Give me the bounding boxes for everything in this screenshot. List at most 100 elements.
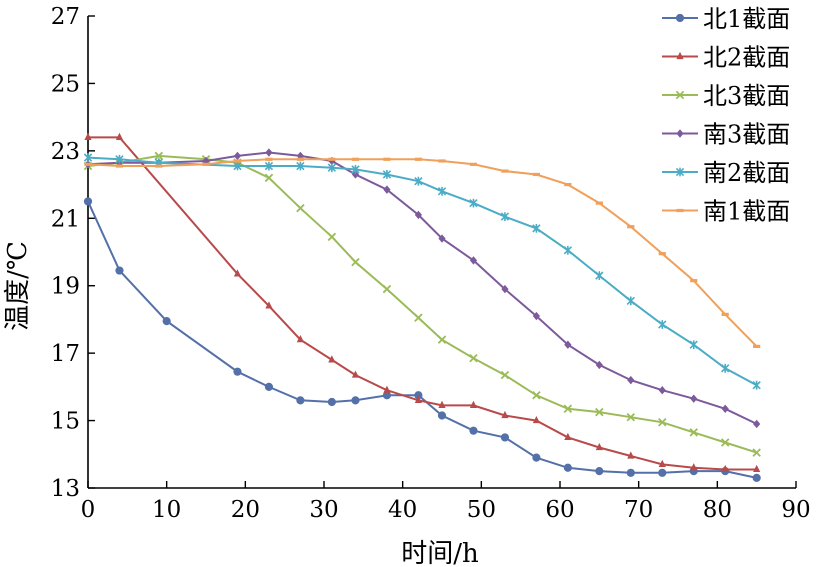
y-tick-label: 23 <box>51 139 80 165</box>
data-point <box>689 428 698 437</box>
data-point <box>627 375 635 385</box>
data-point <box>627 451 635 459</box>
data-point <box>351 396 360 405</box>
series-1 <box>83 197 761 482</box>
data-point <box>84 132 92 140</box>
legend-label: 北1截面 <box>703 5 790 33</box>
data-point <box>233 367 242 376</box>
data-point <box>265 148 273 157</box>
data-point <box>233 161 242 171</box>
data-point <box>501 284 509 294</box>
data-point <box>564 432 572 441</box>
data-point <box>532 224 541 233</box>
data-point <box>753 419 761 429</box>
x-axis-label: 时间/h <box>401 539 479 567</box>
data-point <box>563 463 572 472</box>
y-axis-label: 温度/℃ <box>3 241 33 331</box>
x-tick-label: 70 <box>624 497 653 523</box>
x-tick-label: 0 <box>81 497 96 523</box>
data-point <box>265 301 273 309</box>
data-point <box>564 340 572 349</box>
data-point <box>154 151 164 161</box>
data-point <box>383 185 391 194</box>
legend-swatch-marker <box>676 208 684 213</box>
data-point <box>720 438 730 447</box>
series-line <box>87 158 758 348</box>
data-point <box>437 186 447 196</box>
series-layer <box>83 132 761 482</box>
legend-swatch-marker <box>675 90 685 100</box>
x-tick-label: 10 <box>152 497 181 523</box>
data-point <box>532 311 540 321</box>
data-point <box>233 159 242 163</box>
legend-swatch-marker <box>676 51 684 60</box>
data-point <box>658 418 667 427</box>
data-point <box>327 163 337 173</box>
x-tick-label: 30 <box>309 497 338 523</box>
data-point <box>351 257 360 267</box>
data-point <box>595 442 603 451</box>
y-tick-label: 15 <box>51 409 80 435</box>
data-point <box>437 335 447 344</box>
y-tick-label: 27 <box>51 4 80 30</box>
axes: 0 10 20 30 40 50 60 70 80 90 13 15 17 19 21 23 25 27 <box>51 4 811 523</box>
data-point <box>438 234 446 243</box>
data-point <box>532 415 540 424</box>
data-point <box>233 151 242 161</box>
data-point <box>115 154 124 164</box>
data-point <box>500 212 510 221</box>
data-point <box>469 198 478 208</box>
data-point <box>721 464 729 473</box>
data-point <box>383 157 391 161</box>
data-point <box>438 400 446 408</box>
data-point <box>115 266 124 275</box>
data-point <box>469 400 478 408</box>
data-point <box>752 380 761 390</box>
data-point <box>595 467 604 476</box>
data-point <box>752 473 761 482</box>
legend-label: 北2截面 <box>703 44 790 72</box>
data-point <box>627 225 635 229</box>
data-point <box>351 157 360 161</box>
data-point <box>155 164 163 168</box>
series-3 <box>83 151 761 457</box>
data-point <box>83 197 93 206</box>
data-point <box>296 335 304 343</box>
x-tick-label: 20 <box>231 497 260 523</box>
data-point <box>658 386 666 395</box>
data-point <box>414 313 423 322</box>
data-point <box>532 391 541 400</box>
data-point <box>327 232 337 242</box>
data-point <box>469 353 478 363</box>
series-line <box>87 151 758 425</box>
data-point <box>501 410 509 419</box>
series-4 <box>84 148 761 429</box>
y-tick-label: 21 <box>51 206 80 232</box>
data-point <box>382 284 392 294</box>
legend-label: 南2截面 <box>703 159 790 187</box>
y-tick-label: 17 <box>51 341 80 367</box>
data-point <box>690 394 698 403</box>
legend-item-1: 北1截面 <box>662 5 790 33</box>
y-tick-label: 19 <box>51 274 80 300</box>
series-line <box>87 154 758 454</box>
data-point <box>296 151 304 161</box>
x-tick-label: 90 <box>781 497 810 523</box>
data-point <box>532 453 541 462</box>
x-tick-label: 60 <box>545 497 574 523</box>
legend-item-5: 南2截面 <box>662 159 790 187</box>
data-point <box>414 176 423 186</box>
legend-item-6: 南1截面 <box>662 198 790 226</box>
data-point <box>264 173 274 183</box>
data-point <box>351 165 360 174</box>
x-tick-label: 50 <box>467 497 496 523</box>
data-point <box>501 169 509 173</box>
data-point <box>753 344 761 348</box>
data-point <box>595 271 604 280</box>
data-point <box>382 170 392 179</box>
data-point <box>351 370 360 378</box>
data-point <box>658 459 666 467</box>
data-point <box>296 161 305 171</box>
